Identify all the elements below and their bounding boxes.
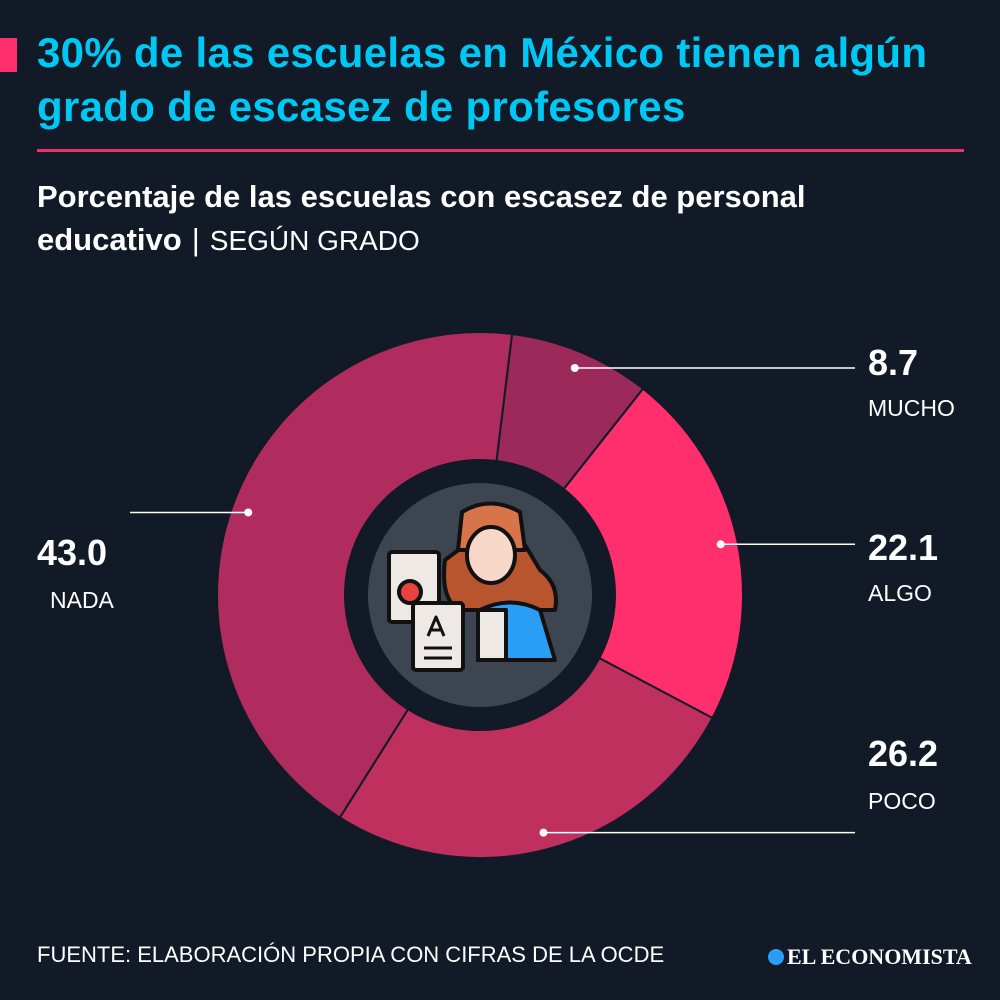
- subtitle-main: Porcentaje de las escuelas con escasez d…: [37, 179, 806, 257]
- source-note: FUENTE: ELABORACIÓN PROPIA CON CIFRAS DE…: [37, 942, 665, 967]
- value-mucho: 8.7: [868, 342, 919, 383]
- teacher-icon: [387, 501, 558, 672]
- slice-algo: [562, 387, 744, 720]
- label-nada: NADA: [50, 587, 114, 613]
- value-poco: 26.2: [868, 733, 939, 774]
- label-poco: POCO: [868, 788, 936, 814]
- subtitle-grade: SEGÚN GRADO: [209, 225, 420, 256]
- brand-logo-icon: [768, 949, 784, 965]
- value-algo: 22.1: [868, 527, 939, 568]
- label-mucho: MUCHO: [868, 395, 955, 421]
- value-nada: 43.0: [37, 532, 108, 573]
- chart-subtitle: Porcentaje de las escuelas con escasez d…: [37, 175, 967, 262]
- title-divider: [37, 149, 964, 152]
- page-title: 30% de las escuelas en México tienen alg…: [37, 29, 928, 130]
- accent-bar: [0, 38, 17, 72]
- subtitle-separator: |: [191, 222, 200, 257]
- brand-name: EL ECONOMISTA: [787, 944, 972, 969]
- brand-logo: EL ECONOMISTA: [768, 944, 972, 970]
- label-algo: ALGO: [868, 580, 932, 606]
